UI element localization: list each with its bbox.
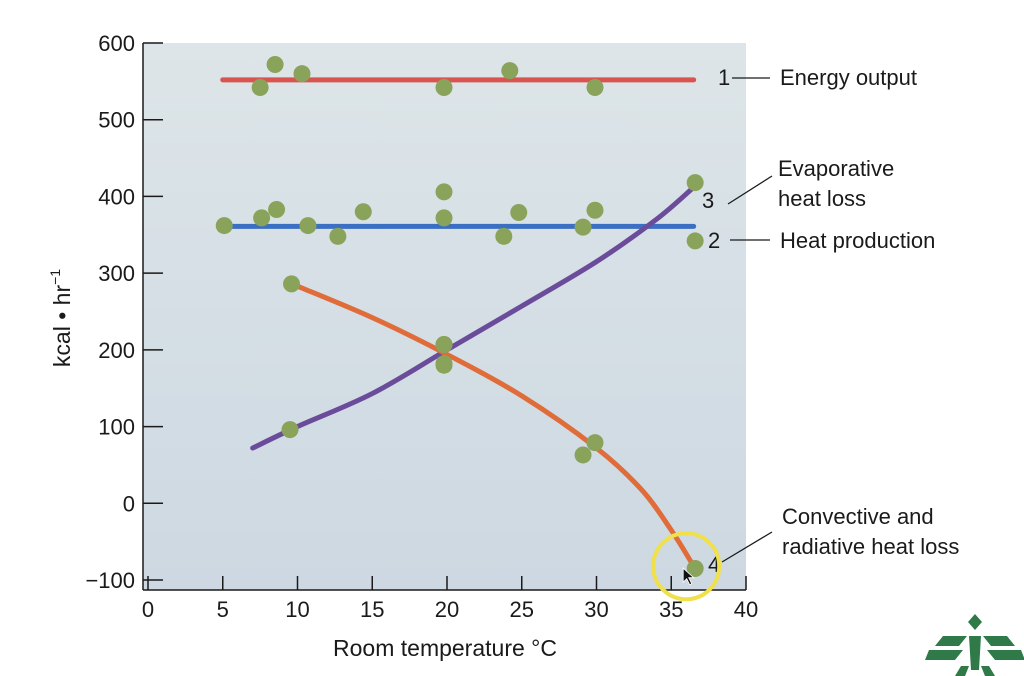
series-2-point bbox=[268, 200, 286, 218]
series-1-point bbox=[435, 78, 453, 96]
x-tick-label: 35 bbox=[659, 597, 683, 622]
series-4-point bbox=[586, 434, 604, 452]
y-tick-label: 100 bbox=[98, 415, 135, 440]
x-tick-label: 40 bbox=[734, 597, 758, 622]
series-2-point bbox=[354, 203, 372, 221]
series-annotations: 1 Energy output 2 Heat production 3 Evaporati… bbox=[702, 65, 959, 577]
x-tick-label: 15 bbox=[360, 597, 384, 622]
series-2-point bbox=[299, 217, 317, 235]
y-tick-label: 200 bbox=[98, 338, 135, 363]
series-2-point bbox=[215, 217, 233, 235]
series-2-number: 2 bbox=[708, 228, 720, 253]
series-2-point bbox=[510, 204, 528, 222]
y-tick-label: −100 bbox=[85, 568, 135, 593]
series-3-number: 3 bbox=[702, 188, 714, 213]
y-axis-title-main: kcal • hr bbox=[49, 285, 75, 368]
logo-icon bbox=[925, 614, 1024, 676]
x-tick-label: 25 bbox=[510, 597, 534, 622]
series-2-point bbox=[329, 227, 347, 245]
series-4-point bbox=[283, 275, 301, 293]
series-3-leader bbox=[727, 175, 773, 205]
series-4-point bbox=[686, 559, 704, 577]
series-1-point bbox=[501, 62, 519, 80]
series-2-point bbox=[253, 209, 271, 227]
axes: 600 500 400 300 200 100 0 −100 0 5 10 15 20 25 30 35 40 bbox=[85, 31, 758, 622]
series-2-point bbox=[435, 209, 453, 227]
series-1-point bbox=[266, 55, 284, 73]
university-logo bbox=[925, 614, 1024, 676]
series-3-line bbox=[250, 184, 697, 451]
y-tick-label: 0 bbox=[123, 491, 135, 516]
series-2-point bbox=[495, 227, 513, 245]
plot-background bbox=[143, 43, 746, 590]
data-points bbox=[215, 55, 704, 577]
y-axis-title: kcal • hr−1 bbox=[47, 269, 75, 367]
series-4-point bbox=[435, 356, 453, 374]
series-2-label: Heat production bbox=[780, 228, 935, 253]
series-1-number: 1 bbox=[718, 65, 730, 90]
highlight-ring bbox=[651, 531, 722, 602]
series-4-leader bbox=[721, 531, 773, 563]
series-4-point bbox=[574, 446, 592, 464]
series-1-point bbox=[251, 78, 269, 96]
y-axis-title-exponent: −1 bbox=[47, 269, 63, 285]
x-tick-label: 30 bbox=[584, 597, 608, 622]
series-3-point bbox=[281, 421, 299, 439]
series-2-point bbox=[435, 183, 453, 201]
cursor-highlight bbox=[651, 531, 722, 602]
x-axis-title: Room temperature °C bbox=[333, 635, 557, 661]
series-3-point bbox=[686, 174, 704, 192]
series-3-label: heat loss bbox=[778, 186, 866, 211]
series-2-point bbox=[574, 218, 592, 236]
series-2-point bbox=[686, 232, 704, 250]
series-4-line bbox=[295, 283, 697, 569]
series-4-label: Convective and bbox=[782, 504, 934, 529]
series-2-point bbox=[586, 201, 604, 219]
y-tick-label: 400 bbox=[98, 184, 135, 209]
x-tick-label: 5 bbox=[217, 597, 229, 622]
series-1-point bbox=[586, 78, 604, 96]
y-tick-label: 300 bbox=[98, 261, 135, 286]
series-4-point bbox=[435, 335, 453, 353]
series-3-label: Evaporative bbox=[778, 156, 894, 181]
series-1-label: Energy output bbox=[780, 65, 917, 90]
series-4-label: radiative heat loss bbox=[782, 534, 959, 559]
series-1-point bbox=[293, 65, 311, 83]
y-tick-label: 500 bbox=[98, 108, 135, 133]
mouse-cursor-icon bbox=[682, 567, 695, 586]
x-tick-label: 0 bbox=[142, 597, 154, 622]
x-tick-label: 10 bbox=[285, 597, 309, 622]
x-tick-label: 20 bbox=[435, 597, 459, 622]
y-tick-label: 600 bbox=[98, 31, 135, 56]
